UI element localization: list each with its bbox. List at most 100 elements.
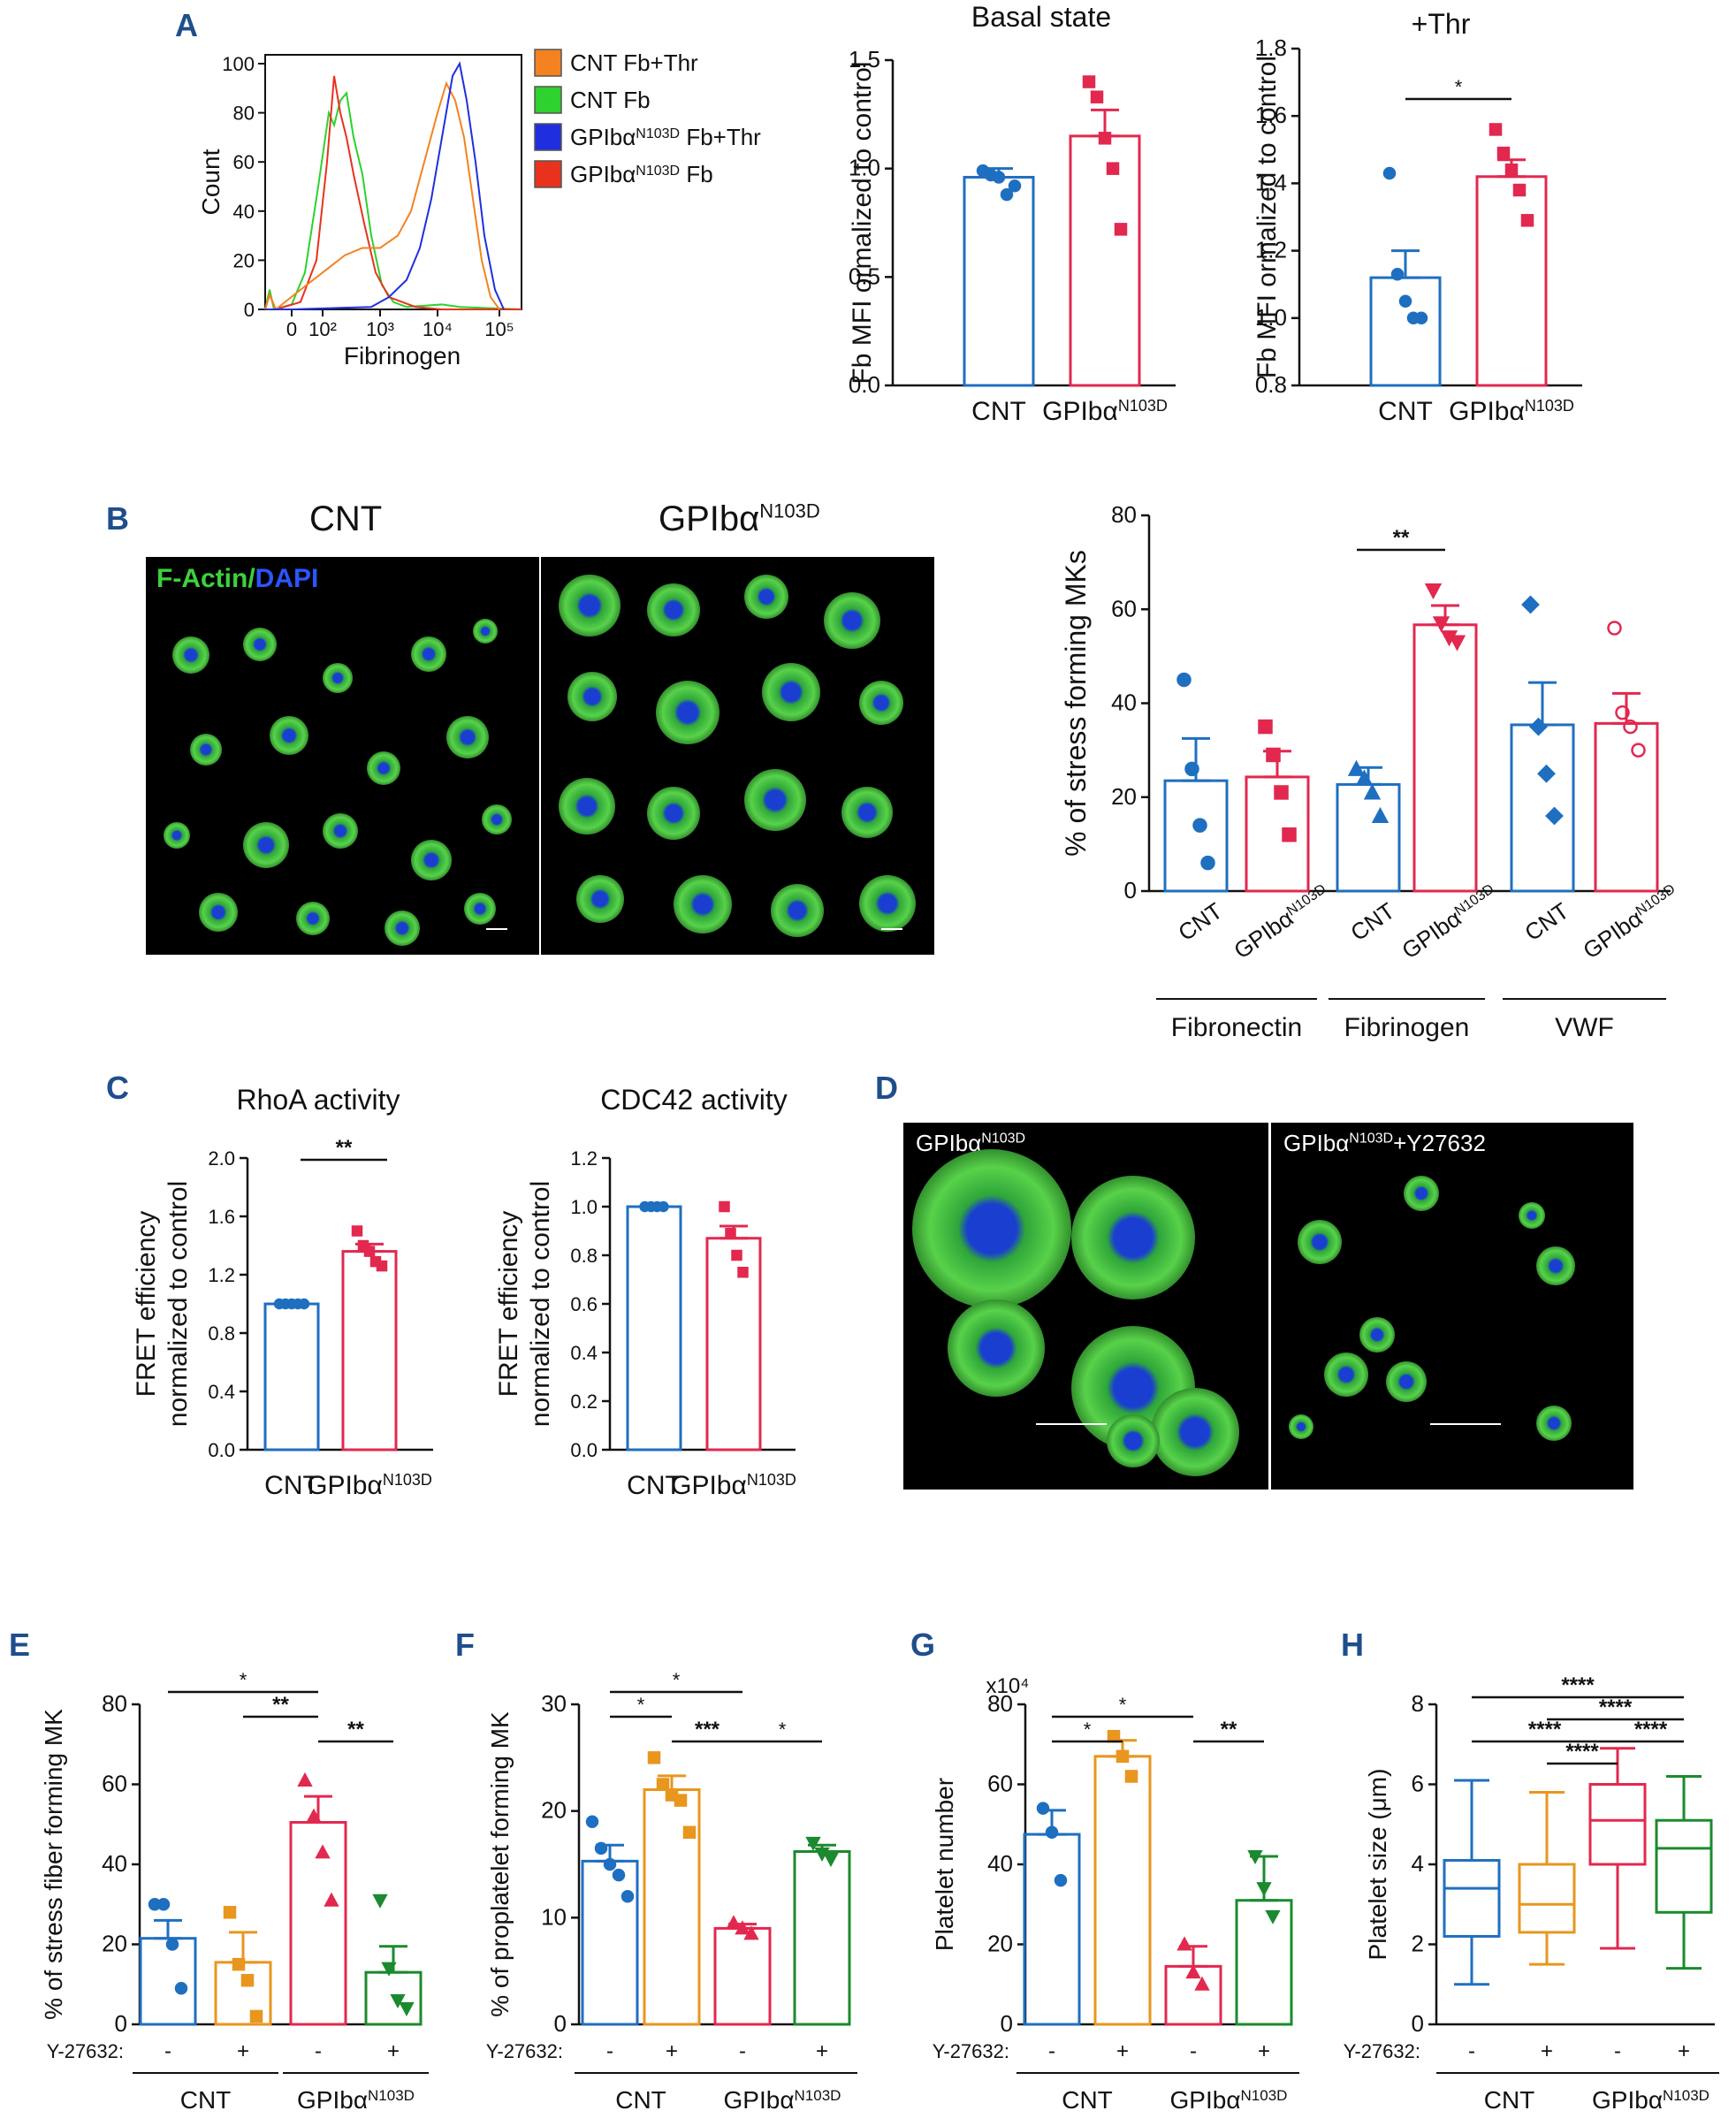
H-group-label: GPIbαN103D (1592, 2086, 1709, 2114)
C2-point (737, 1267, 749, 1278)
cell (744, 769, 806, 831)
C1-ytick-label: 1.2 (208, 1264, 235, 1286)
G-point (1054, 1873, 1068, 1887)
cell (190, 734, 222, 766)
E-point (381, 1962, 397, 1977)
G-sig-label: * (1084, 1718, 1092, 1741)
E-point (232, 1957, 246, 1971)
A2-ytick-label: 1.2 (1255, 237, 1287, 263)
cell (473, 619, 498, 644)
a2-sig-label: * (1455, 76, 1463, 98)
C2-point (731, 1249, 742, 1261)
cell (559, 575, 621, 636)
panel-label-g: G (910, 1627, 936, 1663)
C2-bar (626, 1205, 682, 1452)
F-treatment: + (666, 2039, 678, 2063)
F-bar (713, 1926, 772, 2026)
C1-bar (341, 1250, 398, 1452)
E-treatment-label: Y-27632: (47, 2040, 124, 2062)
A1-point (1098, 132, 1112, 145)
C2-point (725, 1228, 736, 1239)
F-bar (643, 1788, 701, 2026)
C2-ytick-label: 0.8 (570, 1245, 598, 1267)
C2-ytick-label: 0.4 (570, 1342, 598, 1364)
F-treatment: - (739, 2039, 746, 2063)
H-ytick-label: 0 (1412, 2010, 1424, 2037)
B-point (1282, 827, 1297, 842)
C1-ytick-label: 2.0 (208, 1147, 235, 1170)
G-sig-label: ** (1221, 1718, 1237, 1741)
F-sig-label: * (779, 1718, 787, 1741)
B-point (1424, 583, 1443, 600)
cell (744, 575, 788, 619)
A1-point (1000, 187, 1014, 202)
a2-xlabel: CNT (1378, 397, 1433, 426)
hist-ytick-label: 20 (233, 249, 255, 271)
panel-label-c: C (106, 1070, 129, 1106)
F-point (805, 1836, 821, 1851)
A2-ytick-label: 1.0 (1255, 304, 1287, 331)
H-treatment: - (1468, 2039, 1475, 2063)
B-ytick-label: 0 (1124, 877, 1137, 903)
B-bar (1594, 721, 1659, 893)
B-point (1192, 818, 1207, 833)
cell (841, 787, 893, 838)
cell (1151, 1388, 1239, 1476)
E-sig-label: * (240, 1669, 247, 1691)
a1-xlabel: GPIbαN103D (1042, 397, 1168, 426)
H-ytick-label: 4 (1412, 1850, 1424, 1877)
F-group-label: GPIbαN103D (724, 2086, 841, 2114)
A2-point (1520, 214, 1534, 227)
legend-swatch (534, 49, 562, 77)
C1-point (351, 1225, 363, 1237)
legend-label: CNT Fb (570, 87, 651, 113)
hist-ytick-label: 0 (244, 299, 255, 321)
G-group-label: CNT (1062, 2086, 1113, 2114)
H-sig-label: **** (1561, 1673, 1595, 1697)
hist-curve-cnt-fb (264, 91, 522, 311)
C1-ytick-label: 0.4 (208, 1381, 235, 1403)
micrograph-cnt: F-Actin/DAPI (146, 557, 539, 955)
C2-ylabel: normalized to control (526, 1181, 555, 1427)
A2-title: +Thr (1412, 8, 1471, 40)
A2-ytick-label: 1.4 (1255, 169, 1287, 195)
scale-bar (1036, 1423, 1107, 1425)
legend-swatch (534, 160, 562, 188)
C2-xlabel: GPIbαN103D (671, 1471, 796, 1500)
C1-point (298, 1298, 310, 1310)
C2-bar (705, 1237, 762, 1452)
F-point (726, 1915, 742, 1930)
B-point (1623, 719, 1638, 735)
panel-label-d: D (875, 1070, 898, 1106)
A1-ytick-label: 1.5 (849, 46, 880, 72)
cell (1298, 1220, 1342, 1264)
cell (559, 778, 615, 834)
E-point (240, 1973, 255, 1987)
hist-ytick-label: 80 (233, 103, 255, 125)
panel-label-a: A (175, 7, 198, 43)
E-ytick-label: 20 (102, 1931, 127, 1957)
cell (164, 822, 190, 849)
A2-bar (1369, 276, 1442, 387)
G-point (1176, 1936, 1192, 1951)
cell (385, 911, 420, 946)
C1-ylabel: FRET efficiency (132, 1211, 161, 1398)
E-point (372, 1894, 388, 1909)
H-treatment-label: Y-27632: (1344, 2040, 1420, 2062)
E-point (399, 2001, 415, 2017)
G-point (1115, 1749, 1130, 1764)
factin-label: F-Actin/ (156, 564, 255, 593)
F-treatment: + (816, 2039, 828, 2063)
G-treatment: + (1116, 2039, 1129, 2063)
H-ytick-label: 8 (1412, 1690, 1424, 1717)
cell (762, 663, 820, 721)
hist-ylabel: Count (197, 149, 225, 215)
F-point (743, 1925, 759, 1940)
H-sig-label: **** (1634, 1718, 1668, 1741)
H-ytick-label: 2 (1412, 1931, 1424, 1957)
cell (576, 875, 624, 923)
cell (1386, 1361, 1427, 1402)
H-sig-label: **** (1565, 1740, 1599, 1764)
H-ylabel: Platelet size (μm) (1364, 1769, 1391, 1961)
G-bar (1093, 1755, 1152, 2026)
